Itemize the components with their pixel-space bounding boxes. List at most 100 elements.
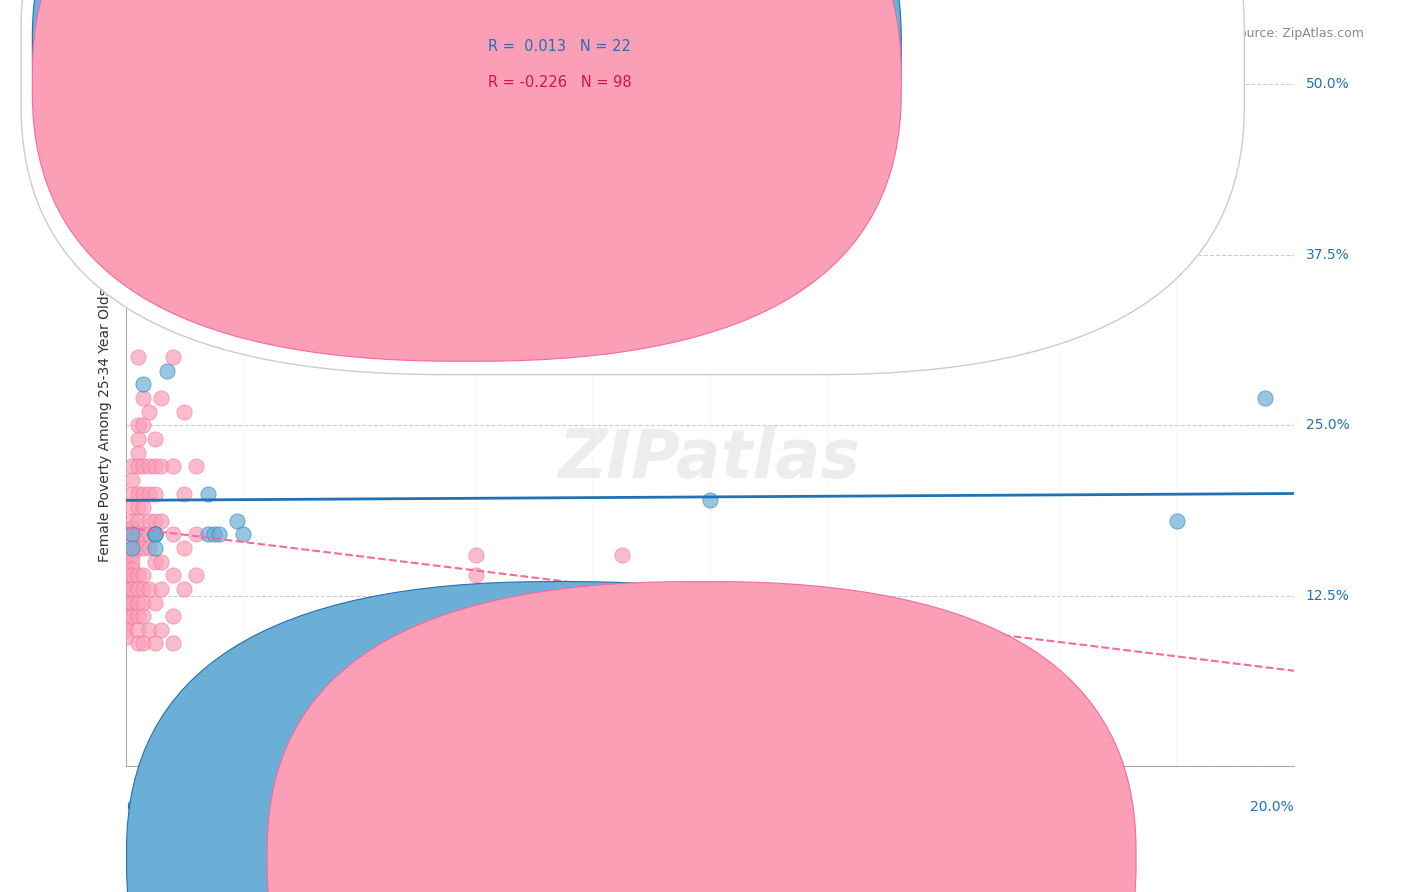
- Point: [150, 555, 173, 569]
- Point: [127, 432, 149, 446]
- Point: [1254, 391, 1277, 405]
- Point: [127, 582, 149, 596]
- Point: [150, 391, 173, 405]
- Text: 20.0%: 20.0%: [1250, 800, 1294, 814]
- Point: [138, 405, 160, 419]
- Point: [132, 582, 155, 596]
- Point: [465, 568, 488, 582]
- Point: [115, 630, 138, 644]
- Point: [143, 527, 166, 541]
- Point: [132, 418, 155, 433]
- Point: [132, 609, 155, 624]
- Point: [173, 541, 195, 555]
- Point: [465, 548, 488, 562]
- Point: [699, 493, 721, 508]
- Point: [162, 350, 184, 364]
- Point: [115, 568, 138, 582]
- Point: [115, 555, 138, 569]
- Point: [121, 473, 143, 487]
- Point: [115, 527, 138, 541]
- Point: [143, 596, 166, 610]
- Point: [121, 555, 143, 569]
- Point: [143, 432, 166, 446]
- Point: [132, 459, 155, 474]
- Point: [115, 589, 138, 603]
- Point: [121, 459, 143, 474]
- Text: Source: ZipAtlas.com: Source: ZipAtlas.com: [1230, 27, 1364, 40]
- Point: [127, 568, 149, 582]
- Point: [932, 310, 955, 324]
- Point: [138, 623, 160, 637]
- Text: R = -0.226   N = 98: R = -0.226 N = 98: [488, 75, 631, 89]
- Point: [132, 636, 155, 650]
- Point: [121, 534, 143, 549]
- Point: [115, 575, 138, 590]
- Point: [115, 561, 138, 575]
- Point: [127, 514, 149, 528]
- Point: [173, 486, 195, 500]
- Point: [115, 609, 138, 624]
- Point: [121, 548, 143, 562]
- Point: [612, 548, 634, 562]
- Text: Female Poverty Among 25-34 Year Olds: Female Poverty Among 25-34 Year Olds: [98, 288, 112, 562]
- Point: [197, 486, 219, 500]
- Point: [127, 527, 149, 541]
- Point: [121, 609, 143, 624]
- Point: [127, 418, 149, 433]
- Text: 50.0%: 50.0%: [1306, 78, 1350, 92]
- Point: [121, 527, 143, 541]
- Text: Immigrants from Trinidad and Tobago: Immigrants from Trinidad and Tobago: [731, 849, 991, 863]
- Point: [162, 609, 184, 624]
- Point: [150, 459, 173, 474]
- Point: [143, 541, 166, 555]
- Text: 12.5%: 12.5%: [1306, 589, 1350, 603]
- Point: [226, 514, 249, 528]
- Point: [127, 445, 149, 459]
- Point: [121, 514, 143, 528]
- Point: [121, 582, 143, 596]
- Point: [143, 459, 166, 474]
- Point: [127, 541, 149, 555]
- Point: [143, 636, 166, 650]
- Point: [184, 568, 207, 582]
- Point: [162, 159, 184, 173]
- Text: FIJIAN VS IMMIGRANTS FROM TRINIDAD AND TOBAGO FEMALE POVERTY AMONG 25-34 YEAR OL: FIJIAN VS IMMIGRANTS FROM TRINIDAD AND T…: [42, 27, 924, 42]
- Point: [143, 486, 166, 500]
- Point: [162, 459, 184, 474]
- Point: [138, 582, 160, 596]
- Point: [132, 486, 155, 500]
- Text: 37.5%: 37.5%: [1306, 248, 1350, 262]
- Point: [143, 555, 166, 569]
- Point: [143, 527, 166, 541]
- Text: 0.0%: 0.0%: [127, 800, 160, 814]
- Point: [132, 527, 155, 541]
- Point: [184, 527, 207, 541]
- Point: [121, 486, 143, 500]
- Point: [132, 541, 155, 555]
- Text: 25.0%: 25.0%: [1306, 418, 1350, 433]
- Text: ZIPatlas: ZIPatlas: [560, 426, 860, 492]
- Point: [121, 527, 143, 541]
- Point: [115, 548, 138, 562]
- Point: [138, 486, 160, 500]
- Point: [115, 623, 138, 637]
- Point: [132, 391, 155, 405]
- Point: [138, 527, 160, 541]
- Point: [121, 596, 143, 610]
- Point: [132, 568, 155, 582]
- Point: [150, 623, 173, 637]
- Point: [127, 609, 149, 624]
- Point: [132, 596, 155, 610]
- Point: [115, 596, 138, 610]
- Point: [143, 527, 166, 541]
- Point: [115, 602, 138, 616]
- Point: [132, 500, 155, 515]
- Point: [162, 527, 184, 541]
- Point: [197, 527, 219, 541]
- Point: [138, 514, 160, 528]
- Point: [232, 527, 254, 541]
- Point: [143, 527, 166, 541]
- Point: [127, 459, 149, 474]
- Point: [121, 520, 143, 534]
- Point: [115, 615, 138, 630]
